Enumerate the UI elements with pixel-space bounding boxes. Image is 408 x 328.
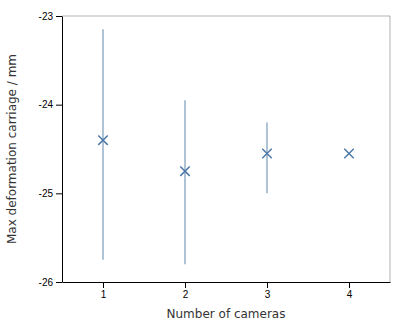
y-tick-mark bbox=[56, 193, 62, 194]
x-tick-mark bbox=[267, 282, 268, 288]
y-tick: -26 bbox=[39, 277, 62, 288]
point bbox=[344, 149, 353, 158]
error-bar bbox=[184, 100, 186, 264]
y-tick-mark bbox=[56, 282, 62, 283]
point bbox=[98, 135, 107, 144]
x-tick: 1 bbox=[101, 282, 107, 300]
x-tick-label: 1 bbox=[101, 289, 107, 300]
y-tick-label: -23 bbox=[39, 11, 54, 22]
x-tick: 4 bbox=[347, 282, 353, 300]
y-axis-title: Max deformation carriage / mm bbox=[5, 54, 19, 244]
y-axis-line bbox=[62, 17, 63, 283]
plot-area bbox=[98, 29, 353, 264]
chart-container: 1 2 3 4 -26 -25 -24 -23 Number of cameras Max def… bbox=[0, 0, 408, 328]
x-axis-line bbox=[63, 282, 391, 283]
point bbox=[180, 166, 189, 175]
x-tick-label: 3 bbox=[265, 289, 271, 300]
points bbox=[98, 135, 353, 175]
y-tick-mark bbox=[56, 105, 62, 106]
x-tick-label: 4 bbox=[347, 289, 353, 300]
error-bars bbox=[103, 29, 267, 264]
y-tick: -25 bbox=[39, 188, 62, 199]
y-tick-mark bbox=[56, 16, 62, 17]
x-tick-label: 2 bbox=[183, 289, 189, 300]
frame-right bbox=[390, 16, 391, 282]
frame bbox=[62, 16, 390, 282]
x-tick-mark bbox=[103, 282, 104, 288]
chart: 1 2 3 4 -26 -25 -24 -23 Number of cameras Max def… bbox=[0, 0, 408, 328]
x-tick: 3 bbox=[265, 282, 271, 300]
y-tick-label: -25 bbox=[39, 188, 54, 199]
x-tick-mark bbox=[349, 282, 350, 288]
error-bar bbox=[266, 122, 268, 193]
y-tick: -24 bbox=[39, 99, 62, 110]
frame-top bbox=[62, 16, 390, 17]
error-bar bbox=[102, 29, 104, 260]
x-tick-mark bbox=[185, 282, 186, 288]
x-axis: 1 2 3 4 bbox=[63, 282, 391, 300]
x-axis-title: Number of cameras bbox=[167, 307, 286, 321]
y-tick-label: -24 bbox=[39, 99, 54, 110]
x-tick: 2 bbox=[183, 282, 189, 300]
y-axis: -26 -25 -24 -23 bbox=[39, 11, 63, 288]
point bbox=[262, 149, 271, 158]
y-tick-label: -26 bbox=[39, 277, 54, 288]
y-tick: -23 bbox=[39, 11, 62, 22]
